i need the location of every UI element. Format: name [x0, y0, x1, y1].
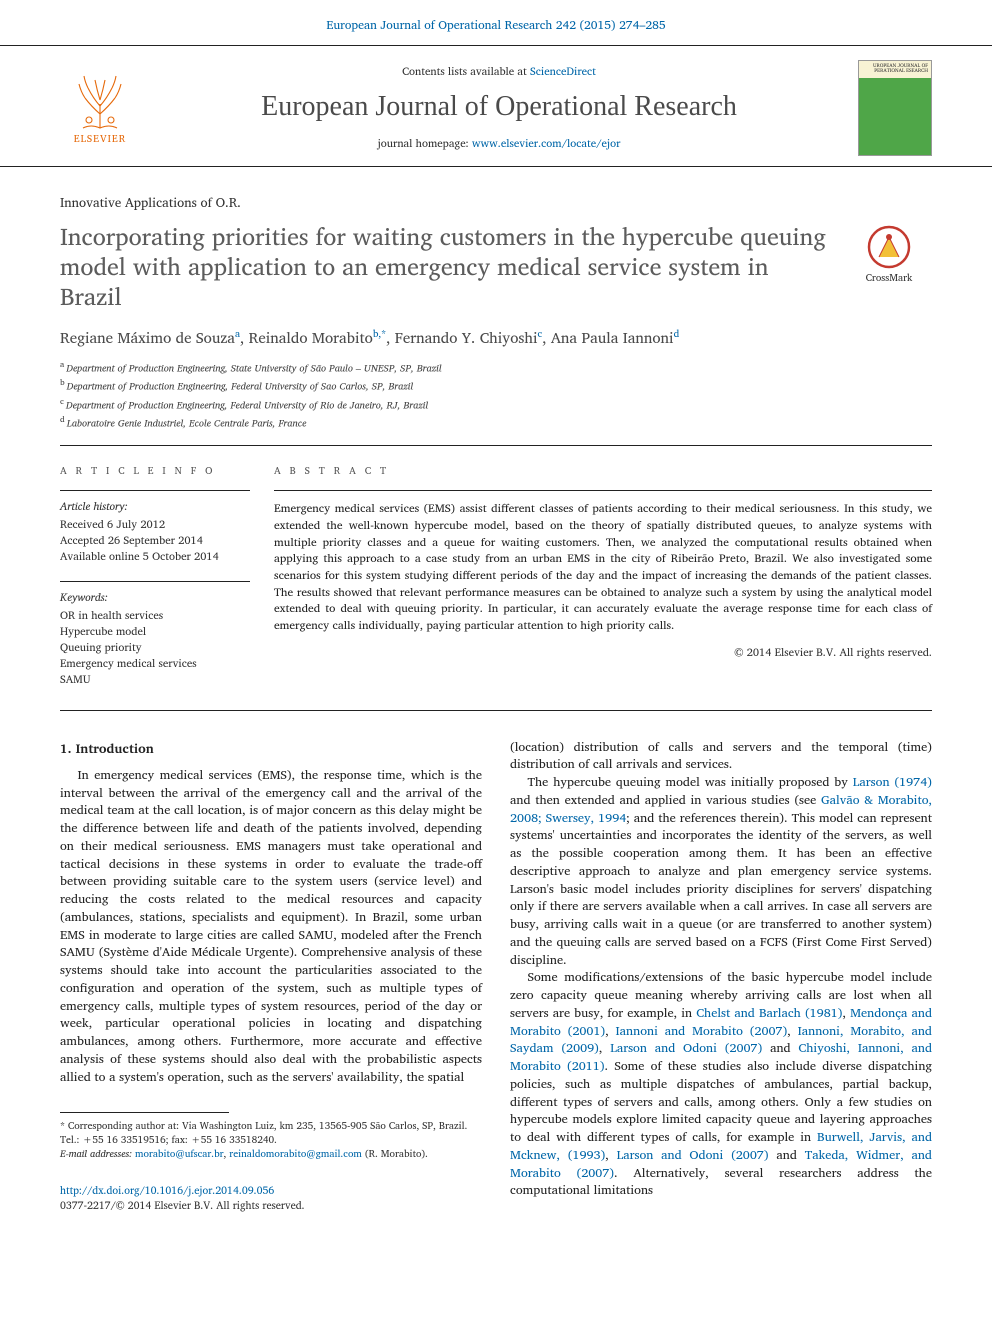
email-footnote: E-mail addresses: morabito@ufscar.br, re…	[60, 1147, 482, 1161]
abstract-copyright: © 2014 Elsevier B.V. All rights reserved…	[274, 645, 932, 660]
journal-cover-thumb	[858, 60, 932, 156]
author-2: Reinaldo Morabito	[249, 325, 373, 350]
abstract-text: Emergency medical services (EMS) assist …	[274, 490, 932, 634]
publisher-name: ELSEVIER	[74, 132, 126, 146]
top-journal-ref: European Journal of Operational Research…	[0, 0, 992, 45]
para-1: In emergency medical services (EMS), the…	[60, 767, 482, 1087]
top-journal-ref-link[interactable]: European Journal of Operational Research…	[326, 16, 665, 35]
affil-text-b: Department of Production Engineering, Fe…	[67, 379, 413, 395]
affil-key-b: b	[60, 375, 65, 389]
available-line: Available online 5 October 2014	[60, 549, 250, 565]
footer-copyright: 0377-2217/© 2014 Elsevier B.V. All right…	[60, 1196, 305, 1214]
journal-homepage-line: journal homepage: www.elsevier.com/locat…	[140, 136, 858, 151]
footer-block: http://dx.doi.org/10.1016/j.ejor.2014.09…	[60, 1183, 482, 1212]
keywords-block: Keywords: OR in health services Hypercub…	[60, 581, 250, 688]
para-4: Some modifications/extensions of the bas…	[510, 969, 932, 1200]
article-block: Innovative Applications of O.R. Incorpor…	[0, 167, 992, 1253]
masthead: ELSEVIER Contents lists available at Sci…	[0, 45, 992, 167]
para-3: The hypercube queuing model was initiall…	[510, 774, 932, 969]
crossmark-badge[interactable]: CrossMark	[846, 225, 932, 285]
authors-line: Regiane Máximo de Souzaa, Reinaldo Morab…	[60, 327, 932, 348]
affil-text-a: Department of Production Engineering, St…	[66, 360, 441, 376]
article-info-heading: A R T I C L E I N F O	[60, 464, 250, 478]
para-2: (location) distribution of calls and ser…	[510, 739, 932, 775]
section-label: Innovative Applications of O.R.	[60, 193, 932, 211]
avail-prefix: Contents lists available at	[402, 62, 530, 80]
content-columns: 1. Introduction In emergency medical ser…	[60, 739, 932, 1213]
aff-sup-c[interactable]: c	[538, 326, 543, 342]
author-4: Ana Paula Iannoni	[551, 325, 674, 350]
author-1: Regiane Máximo de Souza	[60, 325, 235, 350]
email-suffix: (R. Morabito).	[362, 1146, 428, 1162]
journal-homepage-link[interactable]: www.elsevier.com/locate/ejor	[472, 134, 621, 152]
affil-c: cDepartment of Production Engineering, F…	[60, 395, 932, 413]
affil-d: dLaboratoire Genie Industriel, Ecole Cen…	[60, 413, 932, 431]
contents-available-line: Contents lists available at ScienceDirec…	[140, 64, 858, 79]
author-3: Fernando Y. Chiyoshi	[395, 325, 538, 350]
crossmark-icon	[867, 225, 911, 269]
email-link-1[interactable]: morabito@ufscar.br	[135, 1146, 224, 1162]
article-title: Incorporating priorities for waiting cus…	[60, 221, 828, 311]
affil-text-c: Department of Production Engineering, Fe…	[66, 397, 428, 413]
aff-sup-a[interactable]: a	[235, 326, 240, 342]
aff-sup-d[interactable]: d	[674, 326, 680, 342]
affiliations: aDepartment of Production Engineering, S…	[60, 358, 932, 431]
affil-key-a: a	[60, 357, 64, 371]
col-left: 1. Introduction In emergency medical ser…	[60, 739, 482, 1213]
crossmark-label: CrossMark	[866, 271, 913, 285]
publisher-logo: ELSEVIER	[60, 63, 140, 153]
rule	[60, 710, 932, 711]
title-row: Incorporating priorities for waiting cus…	[60, 221, 932, 311]
para3-c: ; and the references therein). This mode…	[510, 808, 932, 970]
aff-sup-b[interactable]: b,*	[373, 326, 386, 342]
email-link-2[interactable]: reinaldomorabito@gmail.com	[229, 1146, 362, 1162]
elsevier-tree-icon	[73, 70, 127, 130]
history-block: Article history: Received 6 July 2012 Ac…	[60, 490, 250, 565]
corr-footnote: * Corresponding author at: Via Washingto…	[60, 1119, 482, 1147]
abstract-heading: A B S T R A C T	[274, 464, 932, 478]
affil-key-d: d	[60, 412, 65, 426]
keywords-label: Keywords:	[60, 590, 250, 606]
sec-head-1: 1. Introduction	[60, 739, 482, 757]
affil-b: bDepartment of Production Engineering, F…	[60, 376, 932, 394]
history-label: Article history:	[60, 499, 250, 515]
affil-key-c: c	[60, 394, 64, 408]
affil-text-d: Laboratoire Genie Industriel, Ecole Cent…	[67, 415, 307, 431]
journal-name: European Journal of Operational Research	[140, 87, 858, 126]
meta-block: A R T I C L E I N F O Article history: R…	[60, 446, 932, 709]
keyword-5: SAMU	[60, 672, 250, 688]
abstract-block: A B S T R A C T Emergency medical servic…	[274, 464, 932, 687]
sciencedirect-link[interactable]: ScienceDirect	[530, 62, 596, 80]
col-right: (location) distribution of calls and ser…	[510, 739, 932, 1213]
article-info: A R T I C L E I N F O Article history: R…	[60, 464, 274, 687]
email-label: E-mail addresses:	[60, 1146, 135, 1162]
affil-a: aDepartment of Production Engineering, S…	[60, 358, 932, 376]
footnote-rule	[60, 1112, 229, 1113]
homepage-prefix: journal homepage:	[378, 134, 472, 152]
masthead-center: Contents lists available at ScienceDirec…	[140, 64, 858, 152]
